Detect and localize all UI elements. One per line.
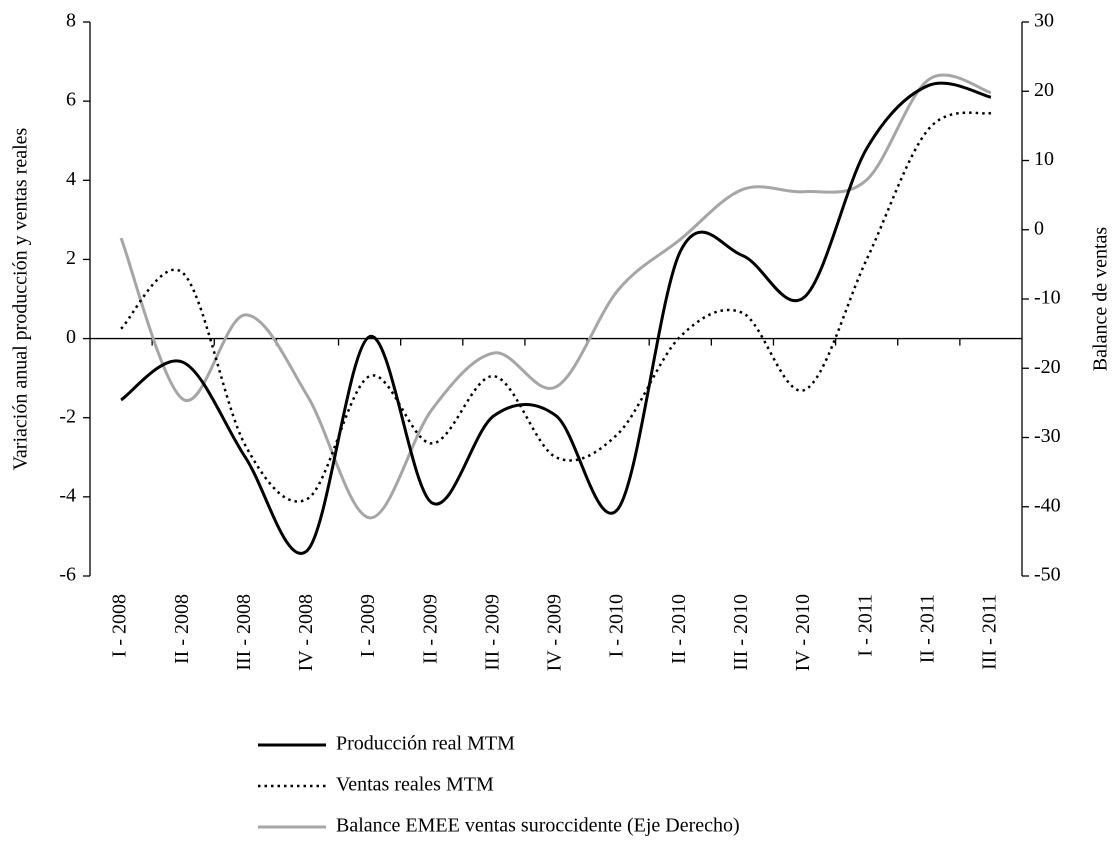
y-tick-label: 4 — [66, 168, 76, 190]
legend-label: Balance EMEE ventas suroccidente (Eje De… — [336, 815, 740, 837]
x-tick-label: II - 2010 — [668, 594, 690, 664]
x-tick-label: III - 2010 — [730, 594, 752, 671]
y2-tick-label: -30 — [1034, 425, 1061, 447]
y-tick-label: 0 — [66, 326, 76, 348]
x-tick-label: III - 2008 — [233, 594, 255, 671]
x-tick-label: IV - 2008 — [295, 594, 317, 671]
x-tick-label: II - 2011 — [916, 594, 938, 663]
x-tick-label: I - 2009 — [357, 594, 379, 657]
y2-tick-label: -20 — [1034, 356, 1061, 378]
y-tick-label: -2 — [59, 405, 76, 427]
x-tick-label: I - 2008 — [109, 594, 131, 657]
y2-tick-label: 20 — [1034, 79, 1054, 101]
series-line — [120, 111, 992, 503]
x-tick-label: II - 2009 — [419, 594, 441, 664]
series-line — [119, 73, 992, 520]
y2-tick-label: -10 — [1034, 287, 1061, 309]
legend-label: Producción real MTM — [336, 733, 515, 755]
x-tick-label: I - 2010 — [606, 594, 628, 657]
y-tick-label: 8 — [66, 10, 76, 32]
y2-tick-label: 10 — [1034, 148, 1054, 170]
x-tick-label: III - 2009 — [481, 594, 503, 671]
y-tick-label: 6 — [66, 89, 76, 111]
y-tick-label: -4 — [59, 484, 76, 506]
y2-tick-label: -50 — [1034, 564, 1061, 586]
x-tick-label: III - 2011 — [979, 594, 1001, 670]
x-tick-label: IV - 2009 — [544, 594, 566, 671]
y2-tick-label: -40 — [1034, 494, 1061, 516]
legend-label: Ventas reales MTM — [336, 774, 494, 796]
x-tick-label: II - 2008 — [171, 594, 193, 664]
x-tick-label: IV - 2010 — [792, 594, 814, 671]
y2-tick-label: 0 — [1034, 217, 1044, 239]
y2-axis-title: Balance de ventas — [1090, 227, 1112, 372]
x-tick-label: I - 2011 — [854, 594, 876, 657]
y2-tick-label: 30 — [1034, 10, 1054, 32]
y-axis-title: Variación anual producción y ventas real… — [10, 127, 32, 470]
y-tick-label: -6 — [59, 564, 76, 586]
series-line — [120, 81, 992, 555]
y-tick-label: 2 — [66, 247, 76, 269]
